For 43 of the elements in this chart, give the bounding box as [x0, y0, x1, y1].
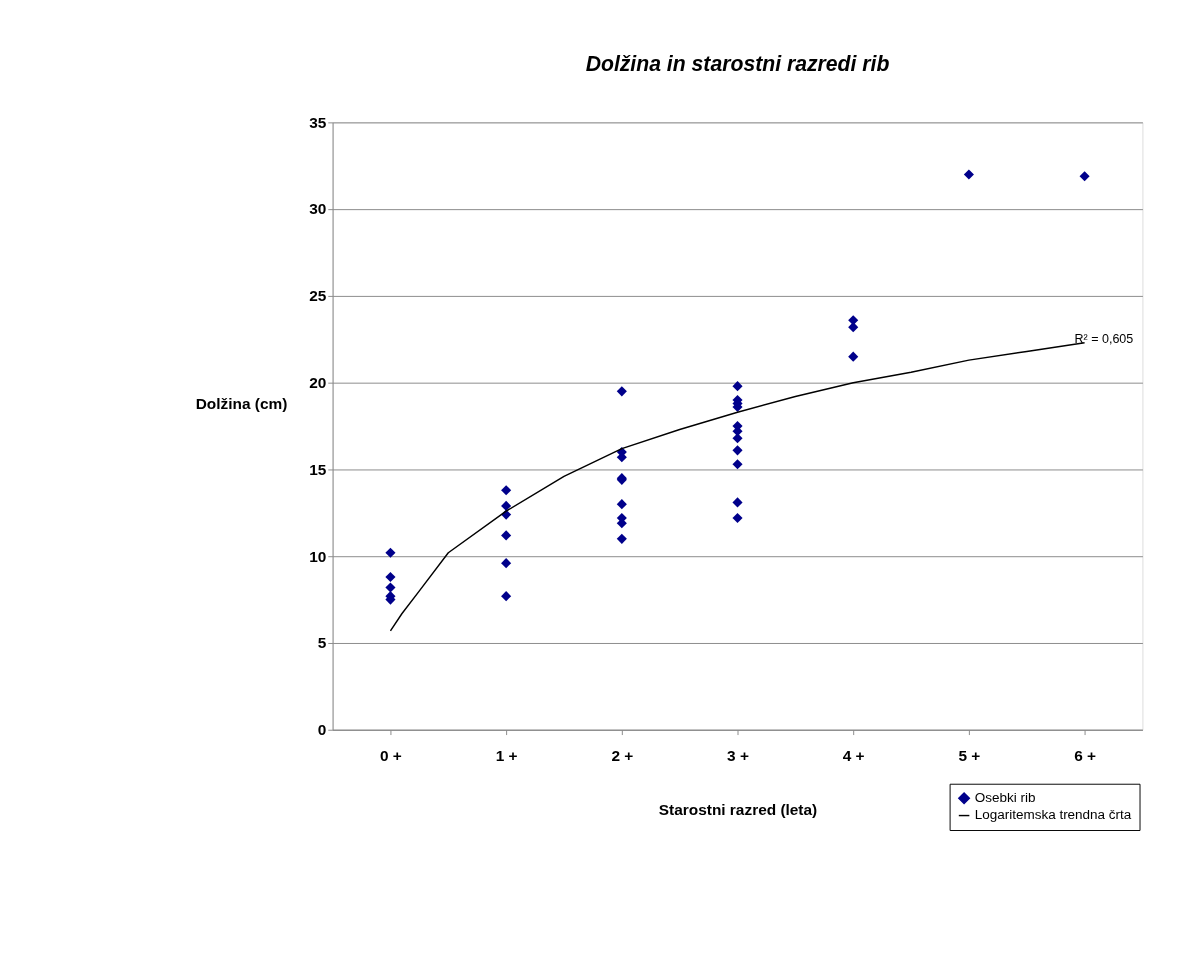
point	[501, 500, 512, 511]
y-tick-label: 10	[309, 547, 327, 565]
y-tick-label: 0	[317, 721, 327, 739]
y-tick-label: 35	[309, 113, 327, 131]
y-axis-title: Dolžina (cm)	[195, 395, 288, 413]
annotation: R² = 0,605	[1074, 332, 1134, 347]
point	[732, 381, 743, 392]
point	[848, 322, 859, 333]
point	[732, 445, 743, 456]
y-tick-label: 20	[309, 373, 327, 391]
chart-title: Dolžina in starostni razredi rib	[585, 52, 890, 76]
y-tick-label: 5	[317, 634, 327, 652]
point	[385, 582, 396, 593]
point	[732, 512, 743, 524]
point	[501, 485, 512, 496]
point	[501, 558, 512, 569]
point	[616, 499, 627, 510]
point	[963, 169, 974, 180]
x-tick-label: 1 +	[495, 747, 518, 765]
x-tick-label: 4 +	[842, 747, 865, 765]
point	[501, 530, 512, 541]
point	[732, 497, 743, 508]
x-tick-label: 5 +	[958, 747, 981, 765]
y-tick-label: 25	[309, 287, 327, 305]
legend-label: Logaritemska trendna črta	[974, 807, 1132, 823]
y-tick-label: 15	[309, 460, 327, 478]
line-series	[389, 342, 1086, 632]
legend-label: Osebki rib	[974, 790, 1036, 806]
point	[732, 459, 743, 470]
y-tick-label: 30	[309, 200, 327, 218]
point	[732, 433, 743, 444]
point	[848, 351, 859, 362]
x-tick-label: 0 +	[380, 747, 402, 765]
point	[616, 533, 627, 544]
x-axis-title: Starostni razred (leta)	[658, 801, 818, 819]
point	[385, 547, 396, 558]
point	[501, 591, 512, 602]
x-tick-label: 2 +	[611, 747, 634, 765]
point	[385, 571, 396, 583]
point	[616, 386, 627, 397]
x-tick-label: 3 +	[727, 747, 749, 765]
point	[1079, 171, 1090, 182]
x-tick-label: 6 +	[1074, 747, 1096, 765]
